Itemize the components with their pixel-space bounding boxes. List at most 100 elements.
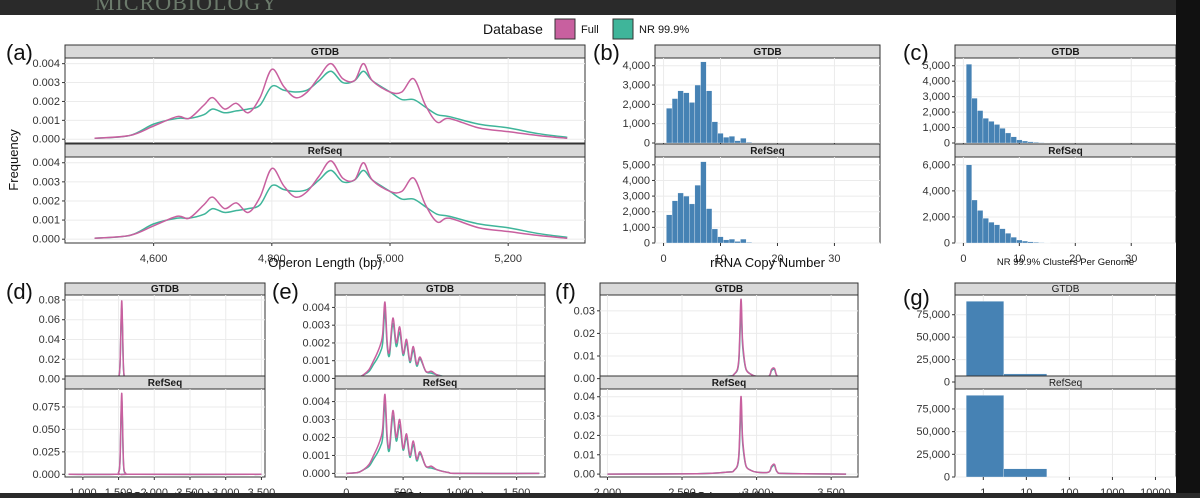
x-tick-label: 1 bbox=[980, 487, 986, 493]
y-tick-label: 0.00 bbox=[574, 373, 595, 385]
bar bbox=[695, 85, 701, 143]
x-tick-label: 30 bbox=[828, 253, 840, 265]
plot-area bbox=[65, 389, 265, 477]
y-tick-label: 0.00 bbox=[39, 374, 60, 386]
bar bbox=[1011, 237, 1017, 243]
bar bbox=[746, 142, 752, 143]
bar bbox=[1033, 242, 1039, 243]
facet-strip-label: RefSeq bbox=[712, 378, 746, 389]
facet-strip-label: GTDB bbox=[1051, 47, 1079, 58]
bar bbox=[1033, 142, 1039, 143]
y-tick-label: 0.002 bbox=[302, 337, 330, 349]
bar bbox=[1017, 240, 1023, 243]
y-tick-label: 1,000 bbox=[622, 222, 650, 234]
plot-area bbox=[335, 295, 545, 382]
bar bbox=[1005, 233, 1011, 243]
y-tick-label: 0.002 bbox=[32, 96, 60, 108]
y-tick-label: 4,000 bbox=[922, 185, 950, 197]
x-tick-label: 0 bbox=[343, 487, 349, 493]
panel-f: (f)GTDB0.000.010.020.03RefSeq0.000.010.0… bbox=[555, 279, 858, 493]
y-tick-label: 0.003 bbox=[32, 176, 60, 188]
x-axis-label: Operon Length (bp) bbox=[268, 255, 381, 270]
y-tick-label: 1,000 bbox=[922, 122, 950, 134]
x-tick-label: 1000 bbox=[1100, 487, 1124, 493]
plot-area bbox=[65, 295, 265, 382]
facet-strip-label: GTDB bbox=[1052, 284, 1080, 295]
y-tick-label: 0.003 bbox=[302, 320, 330, 332]
y-tick-label: 0.050 bbox=[32, 424, 60, 436]
y-tick-label: 4,000 bbox=[622, 175, 650, 187]
y-tick-label: 0.004 bbox=[32, 58, 60, 70]
y-tick-label: 0.01 bbox=[574, 449, 595, 461]
y-tick-label: 0.000 bbox=[32, 234, 60, 246]
legend-title: Database bbox=[483, 21, 543, 37]
y-tick-label: 0.000 bbox=[302, 373, 330, 385]
y-tick-label: 0.000 bbox=[32, 134, 60, 146]
panel-e: (e)GTDB0.0000.0010.0020.0030.004RefSeq0.… bbox=[272, 279, 545, 493]
y-tick-label: 4,000 bbox=[622, 60, 650, 72]
bar bbox=[989, 222, 995, 243]
panel-tag-g: (g) bbox=[903, 285, 930, 310]
x-tick-label: 3,000 bbox=[212, 487, 240, 493]
y-tick-label: 0.003 bbox=[32, 77, 60, 89]
y-tick-label: 0 bbox=[644, 138, 650, 150]
bar bbox=[706, 209, 712, 243]
bar bbox=[977, 111, 983, 143]
bar bbox=[678, 91, 684, 143]
bar bbox=[689, 102, 695, 143]
bar bbox=[718, 133, 724, 143]
bar bbox=[723, 240, 729, 243]
bar bbox=[1022, 141, 1028, 143]
y-tick-label: 75,000 bbox=[916, 403, 950, 415]
bar bbox=[723, 137, 729, 143]
panel-c: (c)GTDB01,0002,0003,0004,0005,000RefSeq0… bbox=[903, 40, 1176, 268]
bar bbox=[1017, 140, 1023, 143]
legend-label-1: NR 99.9% bbox=[639, 24, 689, 36]
x-tick-label: 3,500 bbox=[248, 487, 276, 493]
plot-area bbox=[335, 389, 545, 477]
panel-a: (a)GTDB0.0000.0010.0020.0030.004RefSeq0.… bbox=[6, 40, 585, 270]
bar bbox=[683, 93, 689, 143]
y-tick-label: 0.01 bbox=[574, 351, 595, 363]
x-axis-label: rRNA Copy Number bbox=[710, 255, 826, 270]
facet-strip-label: RefSeq bbox=[750, 146, 784, 157]
bar bbox=[672, 99, 678, 143]
bar bbox=[689, 204, 695, 243]
x-tick-label: 3,500 bbox=[817, 487, 845, 493]
panel-tag-a: (a) bbox=[6, 40, 33, 65]
window-edge bbox=[1176, 0, 1200, 493]
bar bbox=[729, 239, 735, 243]
y-tick-label: 0.002 bbox=[32, 195, 60, 207]
y-tick-label: 0.004 bbox=[302, 396, 330, 408]
y-tick-label: 75,000 bbox=[916, 309, 950, 321]
y-tick-label: 25,000 bbox=[916, 354, 950, 366]
x-tick-label: 5,200 bbox=[494, 253, 522, 265]
y-tick-label: 0 bbox=[944, 377, 950, 389]
facet-strip-label: GTDB bbox=[753, 47, 781, 58]
y-tick-label: 5,000 bbox=[622, 159, 650, 171]
y-tick-label: 0.075 bbox=[32, 401, 60, 413]
facet-strip-label: RefSeq bbox=[148, 378, 182, 389]
y-tick-label: 3,000 bbox=[622, 191, 650, 203]
x-tick-label: 0 bbox=[660, 253, 666, 265]
facet-strip-label: RefSeq bbox=[423, 378, 457, 389]
y-tick-label: 0.004 bbox=[32, 157, 60, 169]
bar bbox=[735, 141, 741, 143]
bar bbox=[994, 225, 1000, 243]
y-tick-label: 0.003 bbox=[302, 414, 330, 426]
bar bbox=[683, 196, 689, 243]
x-axis-label: 23S Length (bp) bbox=[682, 489, 775, 493]
y-tick-label: 0.001 bbox=[302, 355, 330, 367]
y-tick-label: 0.000 bbox=[32, 469, 60, 481]
x-axis-label: NR 99.9% Clusters Per Genome bbox=[997, 257, 1134, 268]
